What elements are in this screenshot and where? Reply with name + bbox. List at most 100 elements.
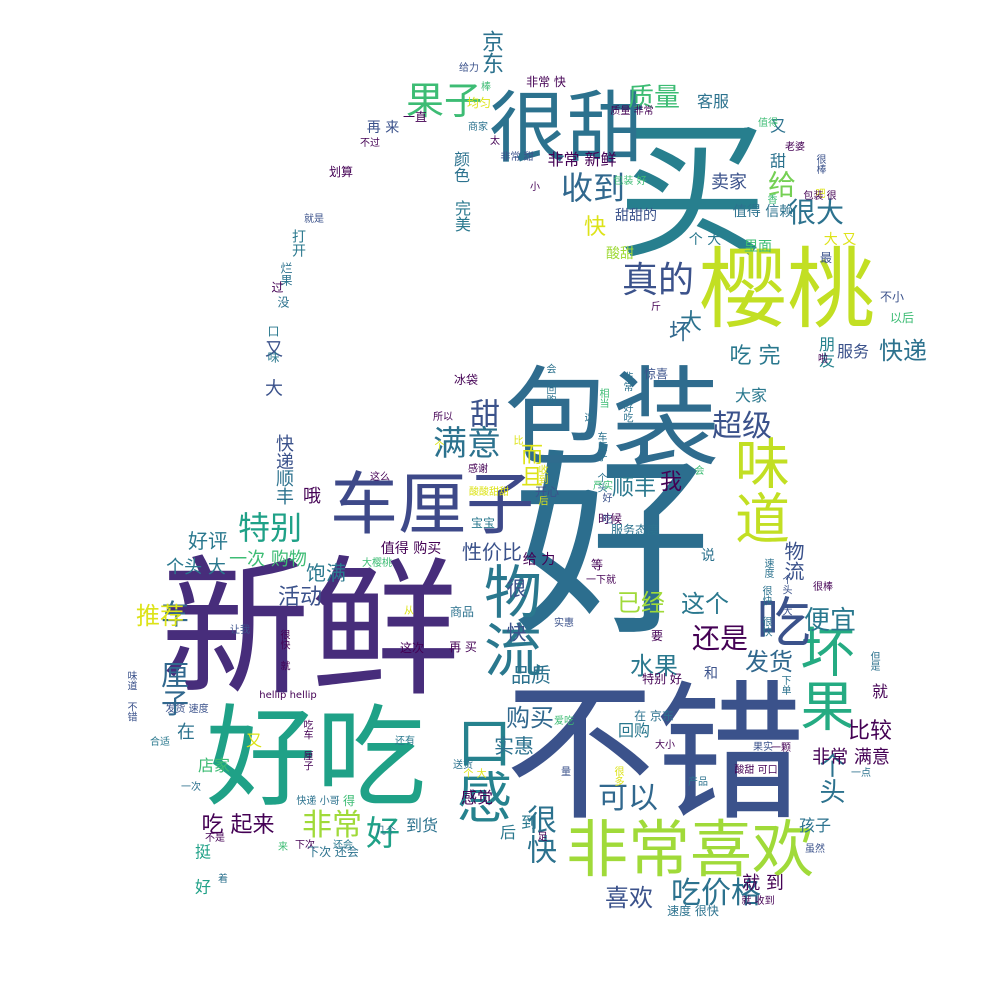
cloud-word: 烂果 <box>279 262 293 286</box>
cloud-word: 快递 小哥 <box>296 796 340 807</box>
cloud-word: 再 买 <box>449 640 477 654</box>
cloud-word: 还会 <box>333 840 353 851</box>
cloud-word: 值得 <box>758 118 778 129</box>
cloud-word: 严实 <box>593 481 613 492</box>
cloud-word: 一次 购物 <box>229 549 307 570</box>
cloud-word: 宝宝 <box>470 516 496 530</box>
cloud-word: 购买 <box>506 704 554 732</box>
cloud-word: 量 <box>561 767 571 778</box>
cloud-word: 个 <box>432 440 443 450</box>
cloud-word: 和 <box>704 666 718 682</box>
cloud-word: 活动 <box>277 585 323 610</box>
cloud-word: 非常 快 <box>526 75 566 89</box>
cloud-word: 虽然 <box>805 844 825 855</box>
cloud-word: 所以 <box>433 412 453 423</box>
cloud-word: 很大 <box>787 196 845 229</box>
cloud-word: 非常 甜 <box>500 152 534 163</box>
cloud-word: 大 又 <box>823 232 857 248</box>
cloud-word: 实惠 <box>494 734 534 758</box>
cloud-word: 好 吃 <box>600 492 611 524</box>
cloud-word: 车厘子 个头 <box>595 431 606 493</box>
cloud-word: 比 <box>511 435 522 445</box>
cloud-word: 又 <box>245 731 263 750</box>
cloud-word: 果子 <box>405 79 483 123</box>
cloud-word: 足 <box>535 831 546 841</box>
cloud-word: 冰袋 <box>453 373 479 387</box>
cloud-word: 个 大 <box>688 232 722 248</box>
cloud-word: 哦 <box>300 486 321 504</box>
cloud-word: 特别 好 <box>642 672 682 686</box>
cloud-word: 就是 <box>304 214 324 225</box>
cloud-word: 香 <box>765 194 776 204</box>
cloud-word: 物流 <box>474 562 542 678</box>
cloud-word: 一下就 <box>586 575 616 586</box>
cloud-word: 吧 <box>813 188 824 198</box>
cloud-word: 就 到 <box>742 873 784 894</box>
cloud-word: 会 回购 <box>544 363 555 405</box>
cloud-word: 在 <box>177 722 195 743</box>
cloud-word: 收到 <box>560 169 626 207</box>
cloud-word: 时候 <box>597 512 623 526</box>
cloud-word: 在 京东 <box>634 709 674 723</box>
cloud-word: 好 <box>366 814 400 854</box>
cloud-word: 质量 非常 <box>610 106 654 117</box>
cloud-word: 这次 <box>399 641 425 655</box>
cloud-word: 吃 <box>747 594 810 648</box>
cloud-word: 里面 <box>744 239 772 255</box>
cloud-word: 卖家 <box>711 172 747 193</box>
cloud-word: 甜 <box>464 398 499 428</box>
cloud-word: 非常 好吃 <box>621 371 632 423</box>
cloud-word: 性价比 <box>462 540 522 564</box>
cloud-word: 坏 <box>665 320 690 342</box>
cloud-word: 便宜 <box>803 606 857 636</box>
cloud-word: 满意 <box>433 424 501 464</box>
cloud-word: 车 厘子 <box>157 599 190 717</box>
cloud-word: 水果 <box>630 652 678 680</box>
cloud-word: 好 <box>513 432 711 663</box>
cloud-word: 相当 <box>597 388 608 408</box>
cloud-word: 非常喜欢 <box>565 813 815 886</box>
cloud-word: 吃 起来 <box>201 813 275 838</box>
cloud-word: 吃价格 <box>671 876 761 911</box>
cloud-word: 感谢 <box>468 464 488 475</box>
cloud-word: 完美 <box>452 200 471 232</box>
cloud-word: 最 <box>819 251 833 265</box>
cloud-word: 超级 <box>712 409 772 444</box>
cloud-word: 我 <box>659 470 683 495</box>
cloud-word: 饱满 <box>306 561 346 585</box>
cloud-word: 而且 <box>517 443 542 487</box>
cloud-word: 很 快 <box>503 578 527 642</box>
cloud-word: 收到 后 <box>536 464 547 506</box>
cloud-word: 吃 完 <box>729 344 781 369</box>
cloud-word: 商品 <box>449 605 475 619</box>
cloud-word: 不错 <box>504 668 806 842</box>
cloud-word: 买 <box>616 106 768 280</box>
cloud-word: 比较 <box>847 719 893 744</box>
cloud-word: 快递 <box>879 337 927 365</box>
cloud-word: 服务 <box>836 342 870 361</box>
cloud-word: 这么 <box>370 472 390 483</box>
cloud-word: 来 <box>278 842 288 853</box>
cloud-word: 坏果 <box>791 624 854 732</box>
cloud-word: 非常 新鲜 <box>547 150 617 169</box>
cloud-word: 酸甜 <box>606 246 634 262</box>
cloud-word: 好吃 <box>206 694 426 822</box>
cloud-word: 给力 <box>459 63 479 74</box>
cloud-word: 推荐 <box>136 602 184 630</box>
cloud-word: 得 <box>342 794 356 808</box>
cloud-word: 小 <box>530 182 540 193</box>
cloud-word: 几个 <box>376 826 396 837</box>
cloud-word: 划算 <box>328 165 354 179</box>
cloud-word: 惊喜 <box>643 367 669 381</box>
cloud-word: 让我 <box>230 625 250 636</box>
cloud-word: 可以 <box>598 781 658 816</box>
cloud-word: 包装 <box>503 357 721 482</box>
cloud-word: 已经 <box>617 589 665 617</box>
cloud-word: 快递 <box>273 434 294 470</box>
cloud-word: 味道 不错 <box>125 670 136 722</box>
cloud-word: 一颗 <box>771 743 791 754</box>
cloud-word: 从 <box>404 606 414 617</box>
cloud-word: 酸甜 可口 <box>734 765 778 776</box>
cloud-word: 以后 <box>889 311 915 325</box>
cloud-word: 个头 大 <box>166 557 226 578</box>
